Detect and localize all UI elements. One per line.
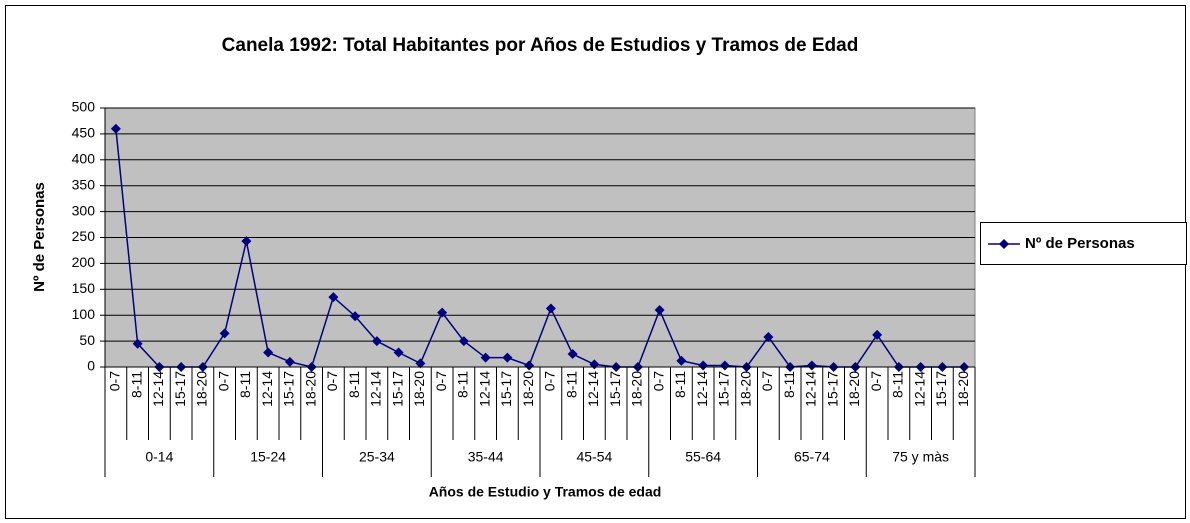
chart-title: Canela 1992: Total Habitantes por Años d… [222, 35, 859, 56]
y-tick-label: 150 [72, 280, 96, 296]
x-tick-label: 0-7 [542, 371, 558, 391]
data-point [676, 355, 687, 366]
data-point [132, 338, 143, 349]
data-point [567, 349, 578, 360]
x-tick-label: 8-11 [237, 371, 253, 398]
y-tick-label: 250 [72, 228, 96, 244]
data-point [328, 292, 339, 303]
x-tick-label: 12-14 [585, 371, 601, 407]
data-point [110, 123, 121, 134]
x-tick-label: 15-17 [716, 371, 732, 407]
x-tick-label: 15-17 [281, 371, 297, 407]
x-tick-label: 15-17 [389, 371, 405, 407]
x-tick-label: 18-20 [194, 371, 210, 407]
data-point [524, 360, 535, 371]
legend-marker [999, 239, 1009, 249]
data-point [872, 329, 883, 340]
data-point [480, 352, 491, 363]
x-tick-label: 18-20 [411, 371, 427, 407]
series-line [115, 128, 965, 368]
data-point [458, 336, 469, 347]
x-tick-label: 0-7 [324, 371, 340, 391]
data-point [806, 360, 817, 371]
x-tick-label: 15-17 [933, 371, 949, 407]
x-tick-label: 12-14 [803, 371, 819, 407]
x-tick-label: 0-7 [215, 371, 231, 391]
data-point [654, 305, 665, 316]
data-point [719, 360, 730, 371]
x-tick-label: 15-17 [607, 371, 623, 407]
y-tick-label: 0 [87, 358, 95, 374]
x-tick-label: 8-11 [672, 371, 688, 398]
group-label: 45-54 [576, 449, 612, 465]
x-tick-label: 0-7 [433, 371, 449, 391]
x-tick-label: 15-17 [498, 371, 514, 407]
x-tick-label: 0-7 [759, 371, 775, 391]
data-point [263, 347, 274, 358]
y-tick-label: 200 [72, 254, 96, 270]
data-point [415, 358, 426, 369]
group-label: 35-44 [468, 449, 504, 465]
data-point [502, 352, 513, 363]
data-point [437, 307, 448, 318]
data-point [241, 236, 252, 247]
group-label: 65-74 [794, 449, 830, 465]
x-tick-label: 0-7 [107, 371, 123, 391]
group-label: 25-34 [359, 449, 395, 465]
x-tick-label: 8-11 [346, 371, 362, 398]
data-point [698, 360, 709, 371]
x-tick-label: 8-11 [128, 371, 144, 398]
x-tick-label: 18-20 [846, 371, 862, 407]
data-point [763, 331, 774, 342]
x-tick-label: 8-11 [563, 371, 579, 398]
data-point [284, 356, 295, 367]
legend-label: Nº de Personas [1025, 235, 1135, 252]
data-point [219, 328, 230, 339]
data-point [393, 347, 404, 358]
x-tick-label: 12-14 [259, 371, 275, 407]
x-tick-label: 18-20 [302, 371, 318, 407]
x-tick-label: 15-17 [172, 371, 188, 407]
x-tick-label: 8-11 [455, 371, 471, 398]
x-tick-label: 12-14 [476, 371, 492, 407]
x-axis-title: Años de Estudio y Tramos de edad [429, 484, 662, 500]
y-tick-label: 350 [72, 176, 96, 192]
y-tick-label: 450 [72, 125, 96, 141]
data-point [350, 311, 361, 322]
y-tick-label: 500 [72, 99, 96, 115]
y-tick-label: 100 [72, 306, 96, 322]
x-tick-label: 18-20 [955, 371, 971, 407]
x-tick-label: 12-14 [368, 371, 384, 407]
x-tick-label: 0-7 [650, 371, 666, 391]
x-tick-label: 8-11 [890, 371, 906, 398]
y-tick-label: 400 [72, 151, 96, 167]
group-label: 55-64 [685, 449, 721, 465]
x-tick-label: 18-20 [737, 371, 753, 407]
data-point [545, 303, 556, 314]
x-tick-label: 12-14 [694, 371, 710, 407]
group-label: 0-14 [145, 449, 173, 465]
y-tick-label: 300 [72, 202, 96, 218]
x-tick-label: 15-17 [824, 371, 840, 407]
y-tick-label: 50 [79, 332, 95, 348]
group-label: 15-24 [250, 449, 286, 465]
group-label: 75 y màs [892, 449, 949, 465]
x-tick-label: 8-11 [781, 371, 797, 398]
x-tick-label: 18-20 [520, 371, 536, 407]
x-tick-label: 18-20 [629, 371, 645, 407]
y-axis-title: Nº de Personas [31, 182, 48, 292]
x-tick-label: 12-14 [911, 371, 927, 407]
x-tick-label: 0-7 [868, 371, 884, 391]
data-point [371, 336, 382, 347]
x-tick-label: 12-14 [150, 371, 166, 407]
